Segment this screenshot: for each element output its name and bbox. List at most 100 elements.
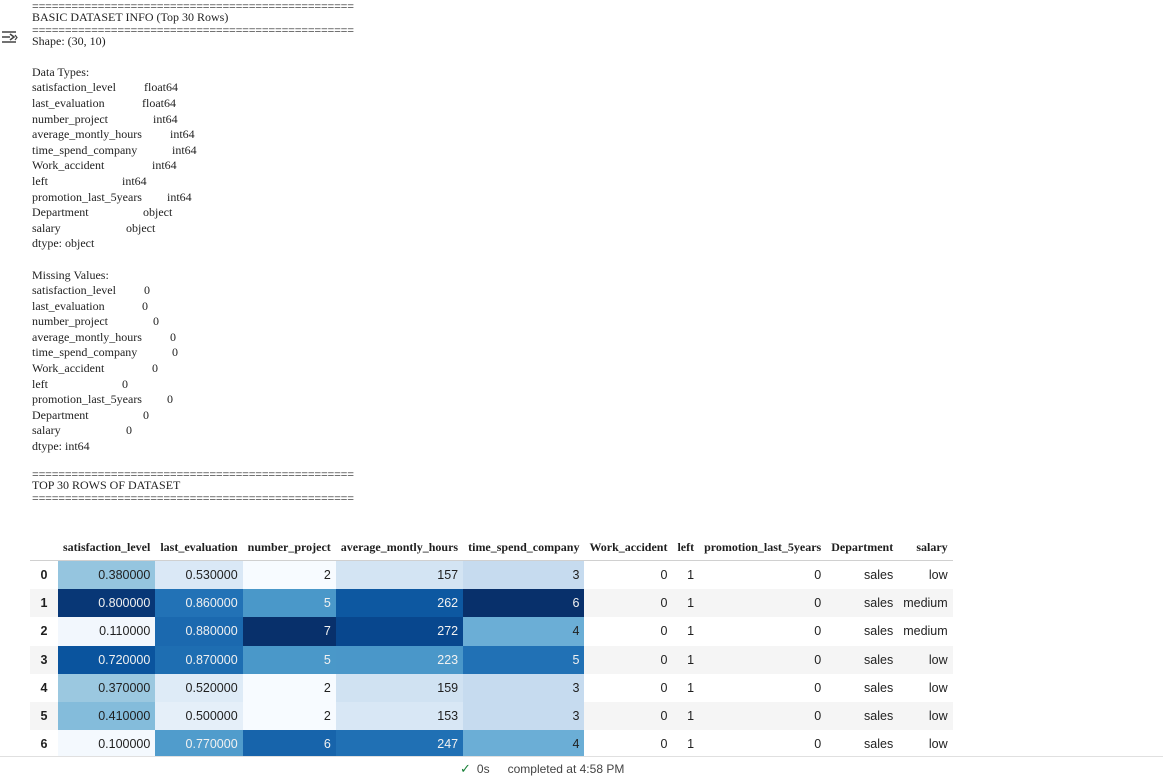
table-cell: 1	[687, 568, 695, 583]
table-cell: 0	[660, 568, 668, 583]
table-cell: 4	[463, 730, 585, 759]
column-header: last_evaluation	[155, 534, 243, 561]
dtypes-name: number_project	[32, 111, 108, 126]
table-cell: sales	[826, 645, 899, 674]
table-cell: 0.770000	[155, 730, 243, 759]
dtypes-row: average_montly_hours int64	[32, 127, 392, 143]
dtypes-value: int64	[172, 142, 197, 157]
row-index: 2	[40, 624, 48, 639]
table-cell: 0.870000	[155, 645, 243, 674]
table-cell: 2	[242, 560, 336, 590]
table-cell: 159	[335, 673, 464, 702]
top-rows-title: TOP 30 ROWS OF DATASET	[32, 478, 181, 493]
row-index: 3	[30, 645, 58, 674]
table-cell: 0.860000	[155, 589, 243, 618]
dtypes-row: number_project int64	[32, 112, 392, 128]
table-row: 5 0.410000 0.500000 2 153 3 0 1 0 sales low	[30, 701, 953, 731]
column-header: time_spend_company	[463, 534, 585, 561]
table-cell: 0.520000	[155, 673, 243, 702]
dtypes-value: int64	[152, 158, 177, 173]
missing-row: time_spend_company 0	[32, 345, 392, 361]
table-cell: 1	[672, 645, 700, 674]
missing-value: 0	[144, 283, 150, 298]
row-index: 1	[30, 589, 58, 618]
missing-name: time_spend_company	[32, 345, 138, 360]
table-cell: 0	[699, 589, 827, 618]
table-cell: 4	[463, 617, 585, 646]
dtypes-name: promotion_last_5years	[32, 189, 142, 204]
table-cell: 6	[463, 589, 585, 618]
column-header: left	[672, 534, 700, 561]
dtypes-value: int64	[167, 189, 192, 204]
table-cell: 0.380000	[58, 560, 156, 590]
dtypes-name: average_montly_hours	[32, 127, 142, 142]
status-bar: ✓ 0s completed at 4:58 PM	[0, 756, 1163, 779]
missing-footer: dtype: int64	[32, 439, 90, 454]
dtypes-list: satisfaction_level float64 last_evaluation…	[32, 80, 392, 236]
table-cell: 0	[584, 589, 673, 618]
index-header	[30, 534, 58, 561]
missing-value: 0	[143, 407, 149, 422]
missing-value: 0	[167, 392, 173, 407]
missing-name: last_evaluation	[32, 298, 105, 313]
table-cell: 0	[660, 680, 668, 695]
missing-name: Department	[32, 407, 89, 422]
table-cell: low	[928, 568, 948, 583]
table-cell: 5	[463, 645, 585, 674]
dtypes-name: satisfaction_level	[32, 80, 116, 95]
dtypes-row: time_spend_company int64	[32, 143, 392, 159]
table-row: 2 0.110000 0.880000 7 272 4 0 1 0 sales medium	[30, 617, 953, 646]
table-cell: low	[928, 680, 948, 695]
missing-name: left	[32, 376, 48, 391]
table-row: 4 0.370000 0.520000 2 159 3 0 1 0 sales low	[30, 673, 953, 702]
table-cell: 223	[335, 645, 464, 674]
table-cell: 0	[814, 680, 822, 695]
missing-name: Work_accident	[32, 361, 105, 376]
table-cell: 2	[242, 673, 336, 702]
table-cell: 0	[814, 568, 822, 583]
table-cell: medium	[903, 624, 948, 639]
column-header: Department	[826, 534, 899, 561]
dtypes-row: satisfaction_level float64	[32, 80, 392, 96]
dtypes-row: Department object	[32, 205, 392, 221]
table-cell: 0.410000	[58, 701, 156, 731]
table-cell: 0	[699, 645, 827, 674]
table-cell: 0.110000	[58, 617, 156, 646]
table-cell: 157	[335, 560, 464, 590]
table-cell: 3	[463, 673, 585, 702]
table-cell: sales	[864, 737, 894, 752]
table-cell: 0.530000	[155, 560, 243, 590]
dtypes-footer: dtype: object	[32, 236, 95, 251]
table-cell: 5	[242, 645, 336, 674]
table-cell: 0.100000	[58, 730, 156, 759]
table-cell: low	[898, 701, 953, 731]
table-cell: 6	[242, 730, 336, 759]
table-cell: 0	[814, 737, 822, 752]
column-header: Work_accident	[584, 534, 673, 561]
table-cell: 3	[463, 560, 585, 590]
dtypes-value: int64	[170, 127, 195, 142]
table-cell: 247	[335, 730, 464, 759]
table-cell: sales	[864, 680, 894, 695]
missing-value: 0	[142, 298, 148, 313]
column-header: satisfaction_level	[58, 534, 156, 561]
dtypes-header: Data Types:	[32, 64, 90, 79]
missing-row: average_montly_hours 0	[32, 330, 392, 346]
missing-row: promotion_last_5years 0	[32, 392, 392, 408]
row-index: 4	[40, 680, 48, 695]
shape-line: Shape: (30, 10)	[32, 33, 106, 48]
missing-value: 0	[122, 376, 128, 391]
missing-value: 0	[170, 329, 176, 344]
table-cell: 153	[335, 701, 464, 731]
column-header: salary	[898, 534, 953, 561]
separator: ========================================…	[32, 25, 354, 34]
missing-value: 0	[126, 423, 132, 438]
dtypes-name: salary	[32, 220, 61, 235]
dtypes-value: int64	[122, 173, 147, 188]
table-row: 1 0.800000 0.860000 5 262 6 0 1 0 sales medium	[30, 589, 953, 618]
missing-value: 0	[153, 314, 159, 329]
table-cell: 0.880000	[155, 617, 243, 646]
column-header: number_project	[242, 534, 336, 561]
table-cell: 0	[660, 624, 668, 639]
output-toggle-icon[interactable]	[0, 27, 20, 47]
